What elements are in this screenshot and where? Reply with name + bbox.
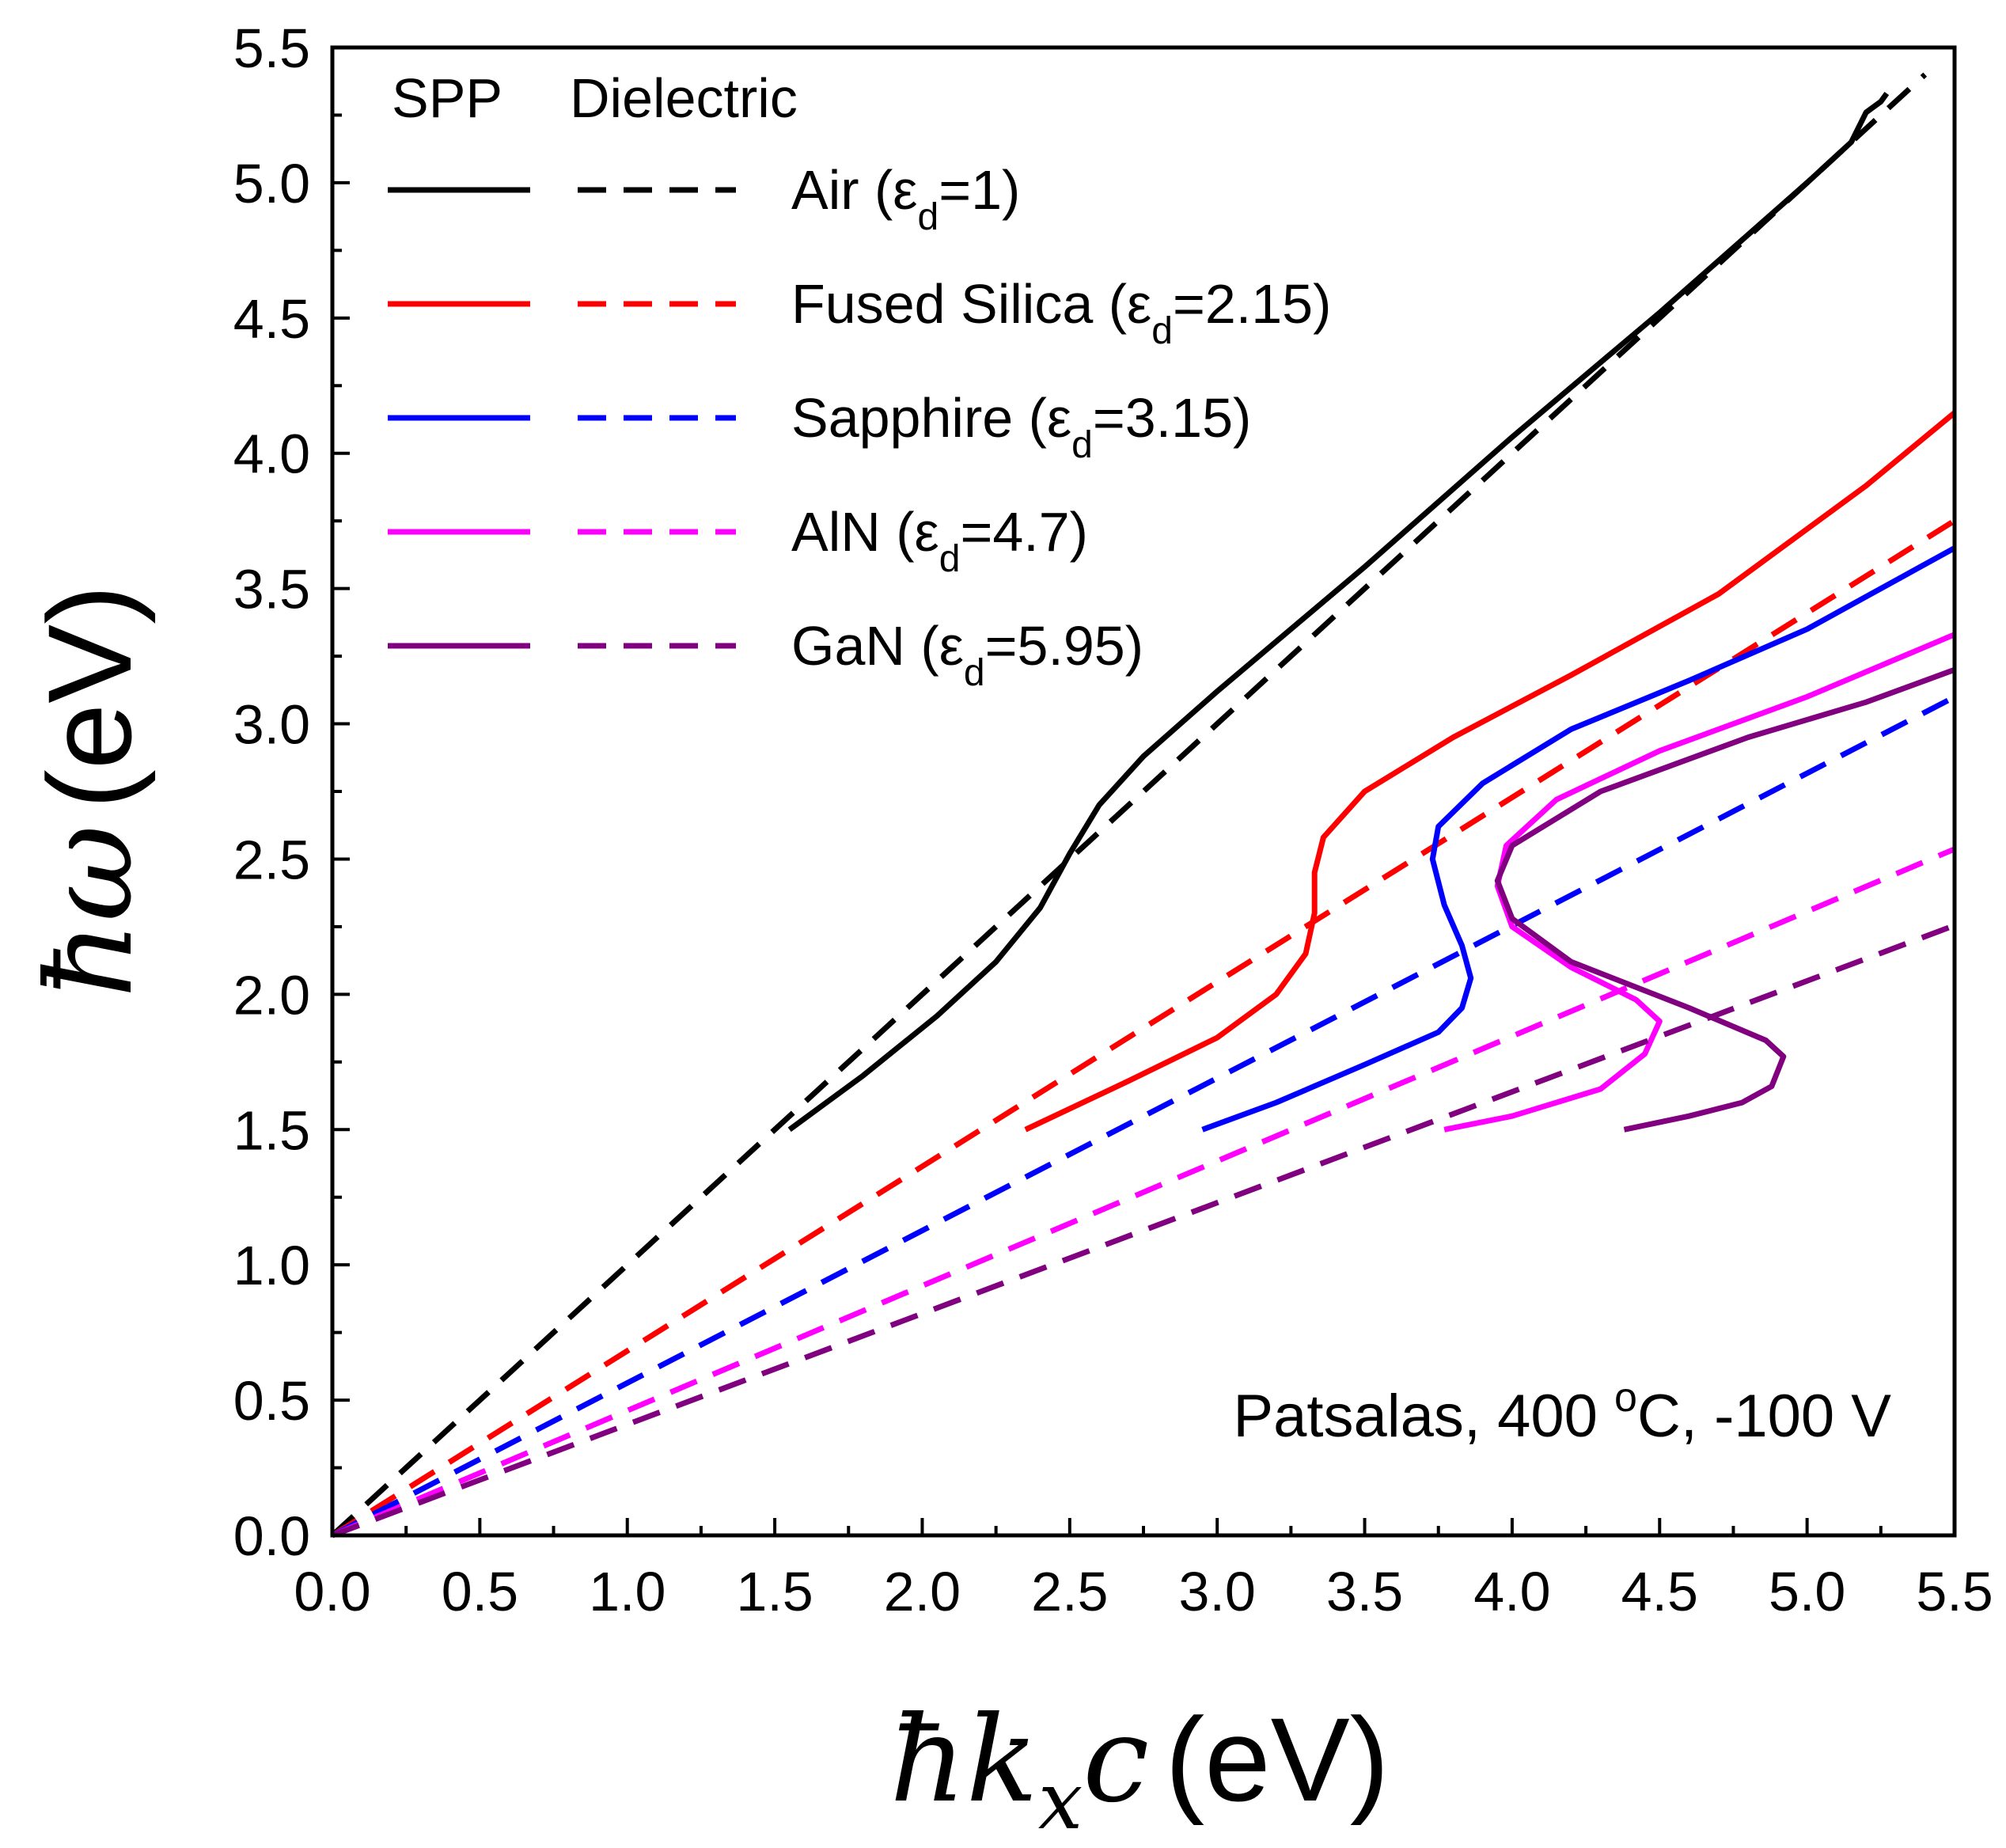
series-gan-spp <box>1494 666 1956 1133</box>
y-axis-omega: ω <box>21 825 159 921</box>
legend-label-main: Fused Silica (ε <box>791 273 1151 335</box>
series-aln-spp <box>1443 632 1956 1133</box>
legend-label: Air (εd=1) <box>791 159 1020 238</box>
x-tick-label: 3.5 <box>1326 1561 1403 1622</box>
series-layer <box>330 72 1957 1539</box>
y-axis-unit: (eV) <box>23 585 156 809</box>
x-tick-label: 2.5 <box>1031 1561 1108 1622</box>
x-tick-label: 5.5 <box>1916 1561 1993 1622</box>
annotation-sup: o <box>1614 1375 1637 1421</box>
legend-label-rest: =4.7) <box>960 501 1088 563</box>
y-axis-title-group: ħω (eV) <box>21 585 159 998</box>
series-air-light-line <box>330 72 1928 1538</box>
legend-entry: Fused Silica (εd=2.15) <box>388 273 1331 352</box>
x-axis-unit: (eV) <box>1165 1693 1389 1826</box>
y-tick-label: 5.5 <box>233 17 310 79</box>
legend-label-sub: d <box>1151 310 1173 352</box>
x-tick-label: 0.0 <box>294 1561 370 1622</box>
legend-entry: GaN (εd=5.95) <box>388 615 1143 694</box>
y-axis-title: ħω (eV) <box>21 585 159 998</box>
legend-label-main: GaN (ε <box>791 615 964 677</box>
series-aln-light-line <box>331 846 1956 1539</box>
x-axis-hbar: ħ <box>889 1691 966 1829</box>
x-axis-title: ħkxc (eV) <box>889 1691 1389 1847</box>
x-tick-label: 4.5 <box>1621 1561 1698 1622</box>
y-tick-label: 2.5 <box>233 829 310 890</box>
legend-header-spp: SPP <box>392 67 502 129</box>
x-axis-sub: x <box>1038 1755 1083 1847</box>
x-tick-label: 0.5 <box>442 1561 518 1622</box>
legend-label-rest: =5.95) <box>985 615 1143 677</box>
y-tick-label: 4.0 <box>233 423 310 485</box>
legend-entry: AlN (εd=4.7) <box>388 501 1088 580</box>
legend-label-main: AlN (ε <box>791 501 939 563</box>
legend-label: GaN (εd=5.95) <box>791 615 1143 694</box>
legend-label-main: Air (ε <box>791 159 918 221</box>
legend-entry: Air (εd=1) <box>388 159 1020 238</box>
series-gan-light-line <box>331 923 1956 1539</box>
tick-layer: 0.0 0.5 1.0 1.5 2.0 2.5 3.0 3.5 4.0 4.5 5.0 5.5 0.0 0… <box>233 17 1993 1622</box>
legend-label-rest: =1) <box>939 159 1020 221</box>
y-tick-label: 3.5 <box>233 559 310 620</box>
annotation: Patsalas, 400 oC, -100 V <box>1233 1375 1891 1450</box>
series-sapphire-light-line <box>331 694 1956 1539</box>
x-tick-label: 3.0 <box>1179 1561 1256 1622</box>
y-tick-label: 1.5 <box>233 1099 310 1161</box>
legend-label: Fused Silica (εd=2.15) <box>791 273 1331 352</box>
series-fused-silica-spp <box>1024 410 1957 1133</box>
legend-label-sub: d <box>1071 424 1093 466</box>
legend-entries: Air (εd=1)Fused Silica (εd=2.15)Sapphire… <box>388 159 1331 694</box>
y-tick-label: 5.0 <box>233 153 310 214</box>
x-tick-label: 1.5 <box>736 1561 813 1622</box>
legend-label-sub: d <box>964 652 985 694</box>
y-tick-label: 1.0 <box>233 1235 310 1296</box>
x-axis-k: k <box>966 1691 1038 1829</box>
legend-label: AlN (εd=4.7) <box>791 501 1088 580</box>
legend: SPP Dielectric Air (εd=1)Fused Silica (ε… <box>388 67 1331 694</box>
y-axis-hbar: ħ <box>21 922 159 999</box>
y-tick-label: 4.5 <box>233 288 310 350</box>
legend-header-dielectric: Dielectric <box>570 67 798 129</box>
x-tick-label: 1.0 <box>589 1561 666 1622</box>
y-tick-label: 0.0 <box>233 1505 310 1567</box>
legend-label-rest: =2.15) <box>1173 273 1331 335</box>
legend-label: Sapphire (εd=3.15) <box>791 387 1251 466</box>
annotation-rest: C, -100 V <box>1637 1383 1891 1450</box>
legend-label-main: Sapphire (ε <box>791 387 1071 449</box>
x-axis-c: c <box>1083 1691 1149 1829</box>
annotation-main: Patsalas, 400 <box>1233 1383 1614 1450</box>
series-sapphire-spp <box>1201 545 1956 1133</box>
x-tick-label: 2.0 <box>884 1561 961 1622</box>
legend-label-rest: =3.15) <box>1093 387 1251 449</box>
series-air-spp <box>787 92 1890 1133</box>
x-tick-label: 5.0 <box>1769 1561 1845 1622</box>
y-tick-label: 3.0 <box>233 694 310 756</box>
y-tick-label: 0.5 <box>233 1370 310 1432</box>
x-tick-label: 4.0 <box>1473 1561 1550 1622</box>
legend-entry: Sapphire (εd=3.15) <box>388 387 1251 466</box>
legend-label-sub: d <box>939 538 961 580</box>
y-tick-label: 2.0 <box>233 964 310 1026</box>
legend-label-sub: d <box>918 196 939 238</box>
